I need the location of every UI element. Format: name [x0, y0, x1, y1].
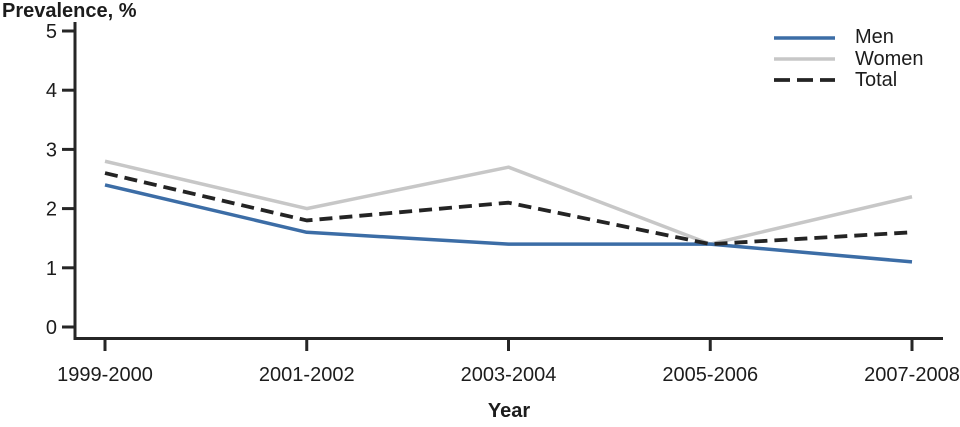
men-line-sample-icon	[774, 35, 835, 40]
y-tick-label: 2	[46, 199, 57, 221]
x-tick-label: 2005-2006	[662, 364, 758, 386]
x-tick-label: 2003-2004	[461, 364, 557, 386]
x-tick-label: 2007-2008	[864, 364, 960, 386]
y-axis-title: Prevalence, %	[2, 0, 137, 22]
series-line-total	[104, 171, 913, 247]
y-tick-label: 4	[46, 80, 57, 102]
women-line-sample-icon	[774, 57, 835, 61]
y-tick-label: 3	[46, 139, 57, 161]
x-tick-label: 2001-2002	[259, 364, 355, 386]
x-axis-title: Year	[487, 400, 531, 422]
legend-item-men: Men	[773, 27, 924, 48]
legend-label-total: Total	[855, 68, 898, 91]
total-line-sample-icon	[774, 78, 835, 83]
legend-item-women: Women	[773, 48, 924, 69]
y-tick-label: 0	[46, 317, 57, 339]
y-tick-label: 5	[46, 21, 57, 43]
legend: Men Women Total	[773, 27, 924, 91]
legend-item-total: Total	[773, 68, 924, 91]
series-line-women	[104, 159, 913, 246]
legend-label-men: Men	[855, 26, 894, 49]
x-tick-label: 1999-2000	[57, 364, 153, 386]
legend-label-women: Women	[855, 47, 924, 70]
y-tick-label: 1	[46, 258, 57, 280]
series-line-men	[104, 183, 913, 264]
